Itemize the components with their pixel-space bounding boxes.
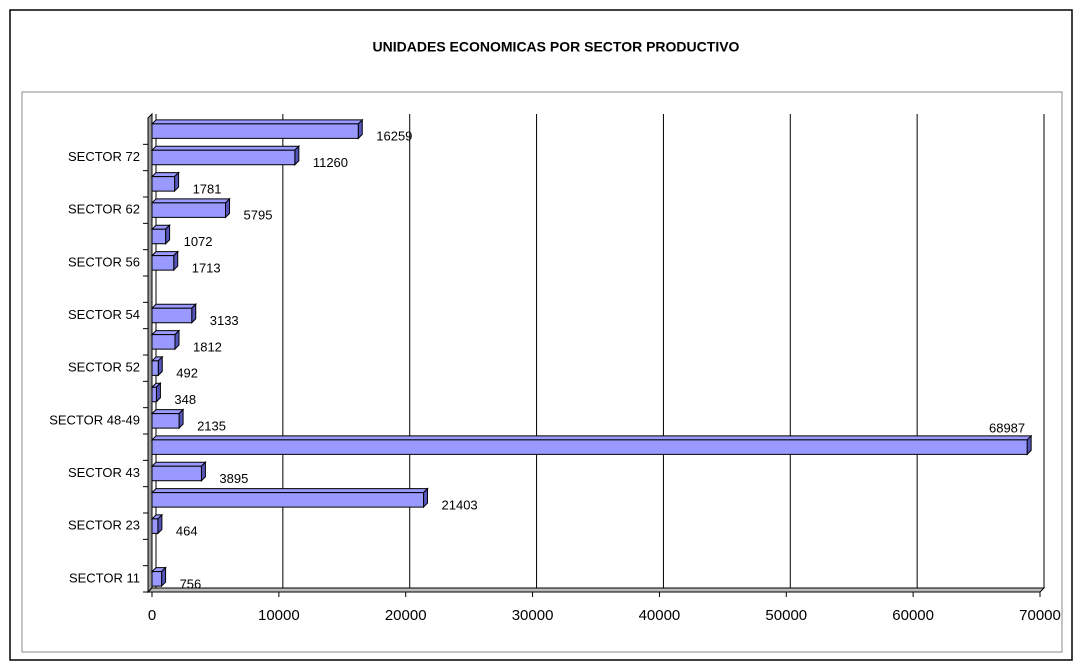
y-tick-label: SECTOR 72 <box>68 149 140 164</box>
value-label: 1781 <box>193 181 222 196</box>
bar-top <box>150 435 1033 441</box>
bar <box>150 513 164 535</box>
bar <box>150 145 301 166</box>
y-tick-label: SECTOR 23 <box>68 518 140 533</box>
bar-side <box>161 566 167 588</box>
value-label: 2135 <box>197 418 226 433</box>
bar-front <box>151 202 227 218</box>
bar-side <box>173 250 179 272</box>
x-tick-label: 10000 <box>258 607 300 624</box>
value-label: 16259 <box>376 129 412 144</box>
value-label: 1812 <box>193 339 222 354</box>
x-tick-label: 20000 <box>385 607 427 624</box>
value-label: 348 <box>174 392 196 407</box>
bar-top <box>150 303 197 309</box>
value-label: 756 <box>180 576 202 591</box>
value-label: 11260 <box>313 155 348 170</box>
value-label: 3133 <box>210 313 239 328</box>
bar-front <box>151 334 176 350</box>
value-label: 3895 <box>219 471 248 486</box>
bar-front <box>151 176 176 192</box>
bar <box>150 329 181 351</box>
value-label: 1713 <box>192 260 221 275</box>
side-wall <box>147 112 153 594</box>
value-label: 492 <box>176 366 198 381</box>
value-label: 464 <box>176 524 198 539</box>
bar <box>150 566 167 588</box>
bar-side <box>423 487 429 509</box>
bar-side <box>294 145 300 166</box>
bar-side <box>191 303 197 324</box>
x-tick-label: 70000 <box>1019 607 1061 624</box>
bar-front <box>151 571 163 587</box>
value-label: 21403 <box>442 497 478 512</box>
x-tick-label: 60000 <box>892 607 934 624</box>
bar-side <box>174 329 180 351</box>
value-label: 1072 <box>184 234 213 249</box>
bar-front <box>151 386 157 403</box>
bar <box>150 408 185 430</box>
x-tick-label: 0 <box>148 607 156 624</box>
x-tick-label: 50000 <box>765 607 807 624</box>
bar <box>150 434 1033 456</box>
bar-side <box>178 408 184 430</box>
bar-front <box>151 465 202 482</box>
bar-front <box>151 439 1028 455</box>
y-tick-label: SECTOR 48-49 <box>49 412 140 427</box>
bar <box>150 250 179 272</box>
floor <box>146 587 1046 593</box>
bar-top <box>150 488 429 494</box>
bar-front <box>151 123 359 139</box>
x-tick-label: 40000 <box>639 607 681 624</box>
x-tick-label: 30000 <box>512 607 554 624</box>
bar <box>150 487 429 509</box>
y-tick-label: SECTOR 56 <box>68 254 140 269</box>
bar-top <box>150 145 301 151</box>
y-tick-label: SECTOR 52 <box>68 360 140 375</box>
bar-top <box>150 119 364 125</box>
bar-front <box>151 492 425 508</box>
y-tick-label: SECTOR 11 <box>69 570 140 585</box>
bar-side <box>157 513 163 535</box>
bar-top <box>150 409 185 415</box>
bar-front <box>151 149 296 166</box>
bar-side <box>165 224 171 245</box>
bar-side <box>225 197 231 219</box>
bar <box>150 303 197 324</box>
bar <box>150 355 164 377</box>
bar-front <box>151 518 159 534</box>
bar-front <box>151 360 159 376</box>
bar-side <box>174 171 180 193</box>
bar-front <box>151 255 175 271</box>
bar <box>150 171 180 193</box>
bar-side <box>1026 434 1032 456</box>
y-tick-label: SECTOR 43 <box>68 465 140 480</box>
bar-top <box>150 198 231 204</box>
bar-side <box>155 382 161 403</box>
bar-front <box>151 307 193 324</box>
value-label: 68987 <box>989 421 1025 436</box>
bar <box>150 118 364 140</box>
y-tick-label: SECTOR 54 <box>68 307 140 322</box>
bar-side <box>357 118 363 140</box>
bar <box>150 382 162 403</box>
bar-front <box>151 228 167 245</box>
plot-border <box>21 91 1063 653</box>
bar <box>150 461 207 482</box>
bar-top <box>150 461 207 467</box>
bar-side <box>157 355 163 377</box>
y-tick-label: SECTOR 62 <box>68 202 140 217</box>
chart-title: UNIDADES ECONOMICAS POR SECTOR PRODUCTIV… <box>373 39 740 55</box>
value-label: 5795 <box>244 208 273 223</box>
bar <box>150 224 171 245</box>
bar-side <box>200 461 206 482</box>
bar <box>150 197 231 219</box>
bar-front <box>151 413 180 429</box>
